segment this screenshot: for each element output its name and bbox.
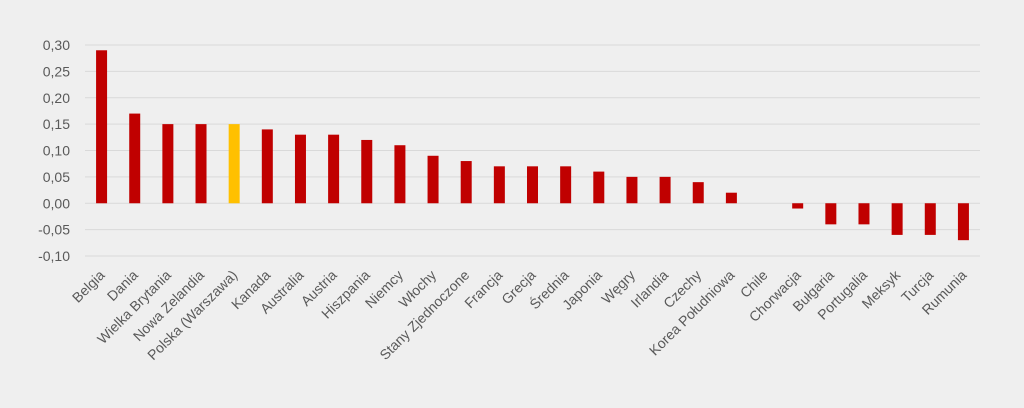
bar xyxy=(361,139,373,204)
bar xyxy=(96,50,108,204)
bar xyxy=(460,161,472,204)
bar xyxy=(957,203,969,241)
bars xyxy=(96,50,969,241)
bar xyxy=(858,203,870,225)
bar xyxy=(692,182,704,204)
bar xyxy=(891,203,903,235)
bar xyxy=(195,124,207,204)
bar xyxy=(924,203,936,235)
y-tick-label: -0,10 xyxy=(38,248,70,264)
x-category-label: Meksyk xyxy=(858,266,904,312)
bar xyxy=(825,203,837,225)
bar xyxy=(560,166,572,204)
y-tick-label: 0,05 xyxy=(43,169,70,185)
y-tick-label: 0,20 xyxy=(43,90,70,106)
x-category-label: Belgia xyxy=(69,267,108,306)
bar xyxy=(527,166,538,204)
bar xyxy=(626,176,638,204)
y-axis-tick-labels: 0,30 0,25 0,20 0,15 0,10 0,05 0,00 -0,05 -0,10 xyxy=(38,37,70,264)
bar xyxy=(427,155,439,204)
bar xyxy=(593,171,605,204)
y-tick-label: 0,15 xyxy=(43,116,70,132)
y-tick-label: 0,25 xyxy=(43,63,70,79)
gridlines xyxy=(85,44,980,257)
bar xyxy=(228,124,240,204)
bar xyxy=(394,145,406,204)
bar xyxy=(328,134,340,204)
bar xyxy=(162,124,174,204)
bar xyxy=(792,203,804,209)
x-category-label: Francja xyxy=(461,267,505,311)
bar xyxy=(129,113,141,204)
bar xyxy=(261,129,273,204)
bar xyxy=(659,176,671,204)
bar xyxy=(725,192,737,204)
y-tick-label: 0,00 xyxy=(43,195,70,211)
bar xyxy=(493,166,505,204)
y-tick-label: 0,10 xyxy=(43,143,70,159)
bar xyxy=(294,134,306,204)
y-tick-label: 0,30 xyxy=(43,37,70,53)
y-tick-label: -0,05 xyxy=(38,222,70,238)
